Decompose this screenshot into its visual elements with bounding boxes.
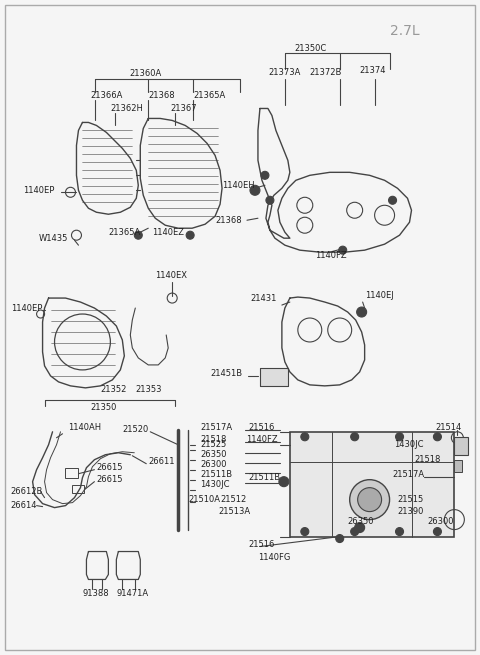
Text: 26300: 26300 <box>428 517 454 526</box>
Circle shape <box>336 534 344 542</box>
Text: 21366A: 21366A <box>90 91 123 100</box>
Text: 26350: 26350 <box>348 517 374 526</box>
Text: 91471A: 91471A <box>116 589 148 598</box>
Text: 21512: 21512 <box>220 495 246 504</box>
Circle shape <box>250 185 260 195</box>
Circle shape <box>357 307 367 317</box>
Text: 2.7L: 2.7L <box>390 24 419 37</box>
Text: 21368: 21368 <box>148 91 175 100</box>
Text: 21360A: 21360A <box>129 69 161 78</box>
Text: 21511B: 21511B <box>200 470 232 479</box>
Text: W1435: W1435 <box>38 234 68 243</box>
Text: 1140FZ: 1140FZ <box>246 436 277 444</box>
Text: 21514: 21514 <box>435 423 461 432</box>
Text: 21513A: 21513A <box>218 507 250 516</box>
Circle shape <box>350 479 390 519</box>
Text: 21511B: 21511B <box>248 473 280 482</box>
Text: 21362H: 21362H <box>110 104 143 113</box>
Text: 21390: 21390 <box>397 507 424 516</box>
Text: 1140EP: 1140EP <box>23 186 54 195</box>
Circle shape <box>389 196 396 204</box>
Text: 1140EX: 1140EX <box>155 271 187 280</box>
Bar <box>260 368 288 386</box>
Text: 1140EH: 1140EH <box>222 181 255 190</box>
Text: 26615: 26615 <box>96 463 123 472</box>
Text: 21353: 21353 <box>135 385 162 394</box>
Text: 1430JC: 1430JC <box>200 480 229 489</box>
Circle shape <box>351 433 359 441</box>
Text: 21350: 21350 <box>90 403 117 413</box>
Circle shape <box>279 477 289 487</box>
Text: 21517A: 21517A <box>200 423 232 432</box>
Text: 21352: 21352 <box>100 385 127 394</box>
Text: 1140FG: 1140FG <box>258 553 290 562</box>
Bar <box>260 368 288 386</box>
Text: 21431: 21431 <box>250 293 276 303</box>
Text: 21368: 21368 <box>215 215 242 225</box>
Text: 26612B: 26612B <box>11 487 43 496</box>
Text: 26300: 26300 <box>200 460 227 469</box>
Circle shape <box>261 172 269 179</box>
Circle shape <box>358 488 382 512</box>
Text: 21367: 21367 <box>170 104 197 113</box>
Text: 21516: 21516 <box>248 540 275 549</box>
Text: 21525: 21525 <box>200 440 227 449</box>
Bar <box>455 460 462 472</box>
Text: 1140EP: 1140EP <box>11 303 42 312</box>
Text: 21518: 21518 <box>200 436 227 444</box>
Text: 21516: 21516 <box>248 423 275 432</box>
Circle shape <box>266 196 274 204</box>
Text: 21374: 21374 <box>360 66 386 75</box>
Text: 26615: 26615 <box>96 475 123 484</box>
Text: 1140EZ: 1140EZ <box>152 228 184 236</box>
Text: 21510A: 21510A <box>188 495 220 504</box>
Bar <box>290 432 455 536</box>
Text: 21365A: 21365A <box>108 228 141 236</box>
Text: 21350C: 21350C <box>295 44 327 53</box>
Text: 21365A: 21365A <box>193 91 226 100</box>
Text: 26614: 26614 <box>11 501 37 510</box>
Text: 21520: 21520 <box>122 425 148 434</box>
Circle shape <box>433 527 442 536</box>
Circle shape <box>186 231 194 239</box>
Circle shape <box>396 527 404 536</box>
Text: 21372B: 21372B <box>310 68 342 77</box>
Circle shape <box>355 523 365 533</box>
Text: 1430JC: 1430JC <box>395 440 424 449</box>
Text: 1140FZ: 1140FZ <box>315 251 347 259</box>
Bar <box>64 468 78 477</box>
Circle shape <box>301 527 309 536</box>
Circle shape <box>339 246 347 254</box>
Text: 26611: 26611 <box>148 457 175 466</box>
Text: 26350: 26350 <box>200 450 227 459</box>
Bar <box>455 437 468 455</box>
Text: 21518: 21518 <box>415 455 441 464</box>
Circle shape <box>433 433 442 441</box>
Text: 1140AH: 1140AH <box>69 423 102 432</box>
Circle shape <box>301 433 309 441</box>
Circle shape <box>134 231 142 239</box>
Text: 21451B: 21451B <box>210 369 242 379</box>
Text: 1140EJ: 1140EJ <box>365 291 394 299</box>
Text: 21515: 21515 <box>397 495 424 504</box>
Bar <box>72 485 84 493</box>
Text: 91388: 91388 <box>83 589 109 598</box>
Text: 21517A: 21517A <box>392 470 424 479</box>
Text: 21373A: 21373A <box>268 68 300 77</box>
Circle shape <box>351 527 359 536</box>
Circle shape <box>396 433 404 441</box>
